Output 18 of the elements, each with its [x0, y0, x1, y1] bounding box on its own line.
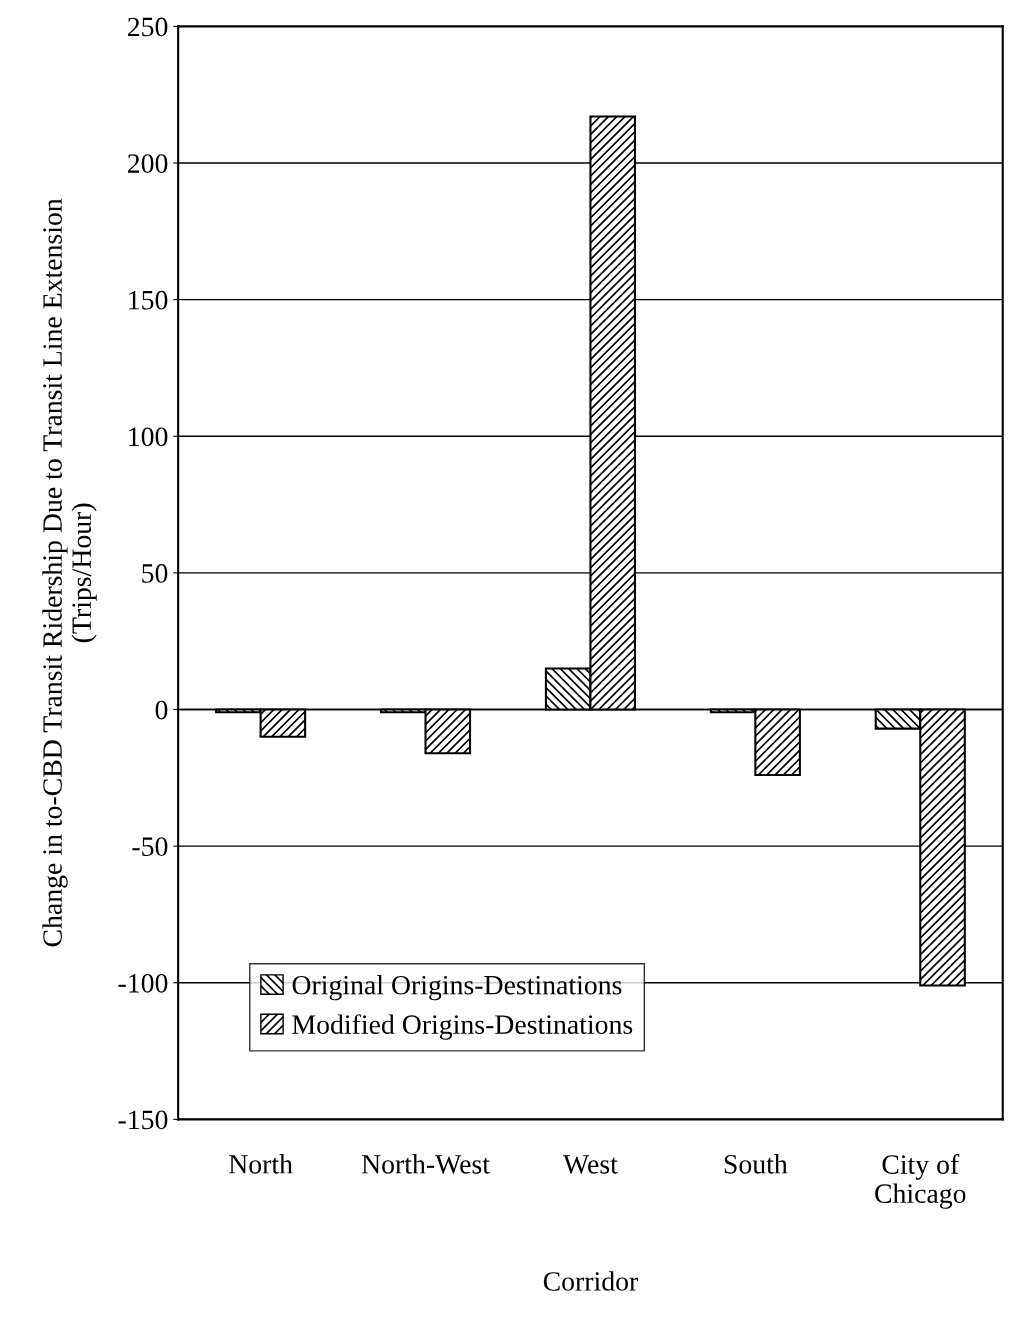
x-tick-label: North [229, 1154, 293, 1174]
y-tick-label: 250 [127, 17, 168, 37]
x-axis-title: Corridor [543, 1271, 639, 1291]
legend-label: Original Origins-Destinations [292, 975, 622, 1001]
y-tick-label: 150 [129, 290, 168, 310]
y-tick-label: 0 [155, 700, 168, 720]
y-tick-label: 50 [142, 564, 168, 583]
y-tick-label: -150 [118, 1110, 168, 1130]
legend-label: Modified Origins-Destinations [292, 1014, 633, 1040]
x-tick-label: City of Chicago [875, 1154, 966, 1209]
y-axis-title: Change in to-CBD Transit Ridership Due to Transit Line Extension (Trips/Hour) [42, 198, 97, 947]
x-tick-label: West [563, 1155, 618, 1174]
y-tick-label: -100 [118, 973, 168, 993]
y-tick-label: 200 [127, 154, 168, 173]
x-tick-label: North-West [361, 1154, 490, 1174]
y-tick-label: -50 [132, 837, 168, 857]
x-tick-label: South [724, 1154, 788, 1174]
y-tick-label: 100 [129, 427, 168, 447]
